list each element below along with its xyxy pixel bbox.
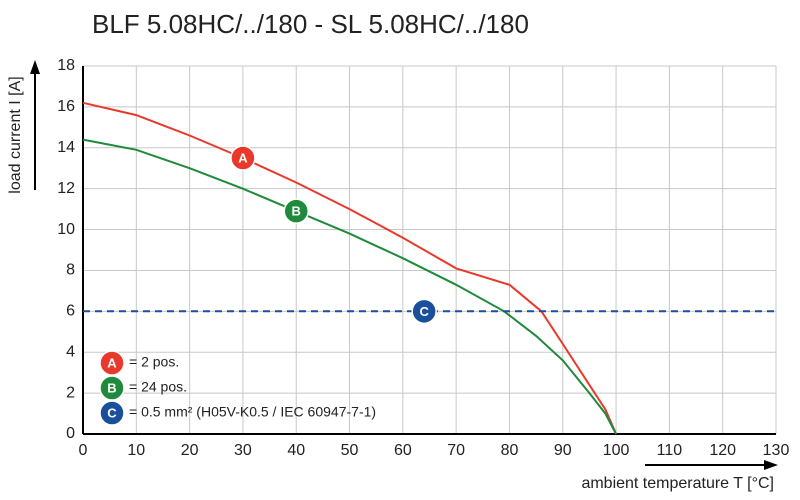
x-tick-label: 120 — [709, 442, 736, 459]
x-tick-label: 60 — [394, 442, 412, 459]
y-tick-label: 18 — [57, 57, 75, 74]
legend-label: = 24 pos. — [129, 379, 187, 395]
x-axis-label: ambient temperature T [°C] — [581, 475, 774, 492]
y-tick-label: 12 — [57, 180, 75, 197]
y-tick-label: 10 — [57, 221, 75, 238]
y-tick-label: 0 — [66, 425, 75, 442]
legend-marker-letter: C — [107, 405, 117, 420]
x-tick-label: 20 — [181, 442, 199, 459]
chart-title: BLF 5.08HC/../180 - SL 5.08HC/../180 — [92, 9, 529, 39]
x-tick-label: 90 — [554, 442, 572, 459]
series-marker-letter: B — [292, 204, 301, 219]
y-axis-arrowhead — [30, 60, 40, 74]
series-marker-letter: A — [238, 150, 248, 165]
x-tick-label: 30 — [234, 442, 252, 459]
y-tick-label: 2 — [66, 384, 75, 401]
series-line — [82, 138, 617, 435]
series-marker — [230, 145, 256, 171]
y-tick-label: 14 — [57, 139, 75, 156]
x-tick-label: 50 — [341, 442, 359, 459]
y-tick-label: 6 — [66, 303, 75, 320]
legend-marker — [99, 375, 125, 401]
x-tick-label: 0 — [79, 442, 88, 459]
y-axis-label: load current I [A] — [7, 76, 24, 193]
series-marker — [283, 198, 309, 224]
x-tick-label: 130 — [763, 442, 790, 459]
x-tick-label: 70 — [447, 442, 465, 459]
series-line — [82, 101, 618, 435]
y-tick-label: 8 — [66, 262, 75, 279]
x-tick-label: 10 — [127, 442, 145, 459]
legend-label: = 2 pos. — [129, 354, 179, 370]
series-marker — [411, 298, 437, 325]
legend-marker-letter: A — [107, 355, 117, 370]
legend-marker-letter: B — [107, 380, 116, 395]
x-tick-label: 110 — [657, 442, 683, 459]
x-axis-arrowhead — [764, 460, 778, 470]
x-tick-label: 40 — [287, 442, 305, 459]
legend-label: = 0.5 mm² (H05V-K0.5 / IEC 60947-7-1) — [129, 404, 376, 420]
y-tick-label: 16 — [57, 98, 75, 115]
legend-marker — [99, 400, 125, 426]
legend-marker — [99, 350, 125, 376]
y-tick-label: 4 — [66, 343, 75, 360]
series-marker-letter: C — [419, 304, 429, 319]
x-tick-label: 100 — [603, 442, 630, 459]
x-tick-label: 80 — [501, 442, 519, 459]
